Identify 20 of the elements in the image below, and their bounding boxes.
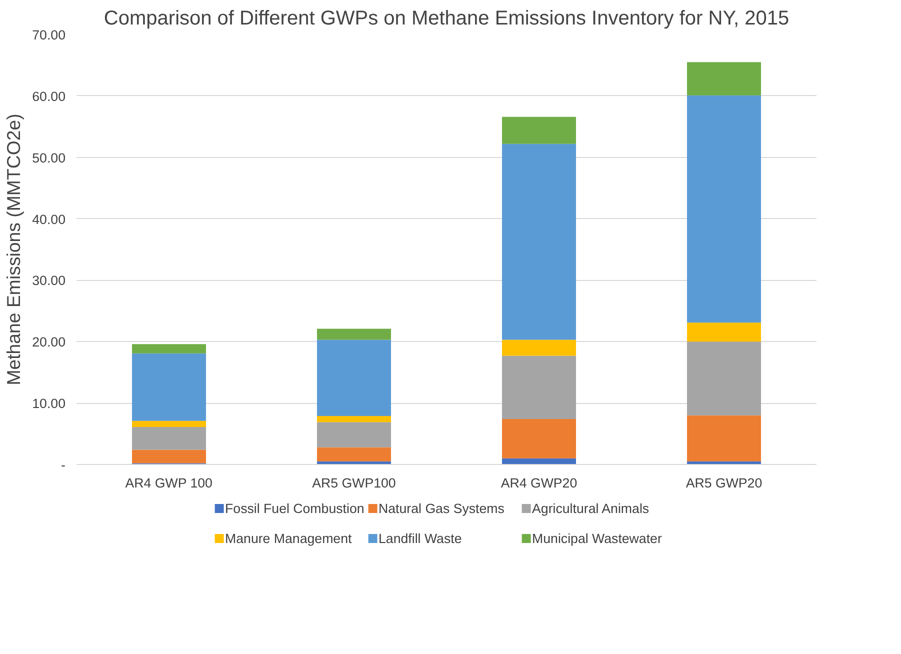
x-tick-label: AR4 GWP20 xyxy=(500,476,578,490)
legend-label: Natural Gas Systems xyxy=(378,501,505,516)
y-tick-label: 30.00 xyxy=(32,273,66,288)
chart-title: Comparison of Different GWPs on Methane Emissions Inventory for NY, 2015 xyxy=(104,8,790,30)
y-tick-label: 40.00 xyxy=(32,212,66,227)
legend-label: Municipal Wastewater xyxy=(532,531,662,546)
y-tick-label: 20.00 xyxy=(32,334,66,350)
x-tick-label: AR4 GWP 100 xyxy=(125,476,212,490)
y-tick-label: 70.00 xyxy=(32,28,66,42)
y-tick-label: 60.00 xyxy=(32,88,66,104)
legend-label: Manure Management xyxy=(225,531,352,546)
legend-label: Landfill Waste xyxy=(378,531,462,546)
y-tick-label: 10.00 xyxy=(32,396,66,412)
y-axis-title: Methane Emissions (MMTCO2e) xyxy=(3,114,24,386)
x-tick-label: AR5 GWP20 xyxy=(686,476,762,490)
y-tick-label: 50.00 xyxy=(32,150,66,166)
legend-label: Fossil Fuel Combustion xyxy=(225,501,364,516)
legend-label: Agricultural Animals xyxy=(532,501,650,516)
y-tick-label: - xyxy=(61,458,66,472)
x-tick-label: AR5 GWP100 xyxy=(312,476,396,490)
